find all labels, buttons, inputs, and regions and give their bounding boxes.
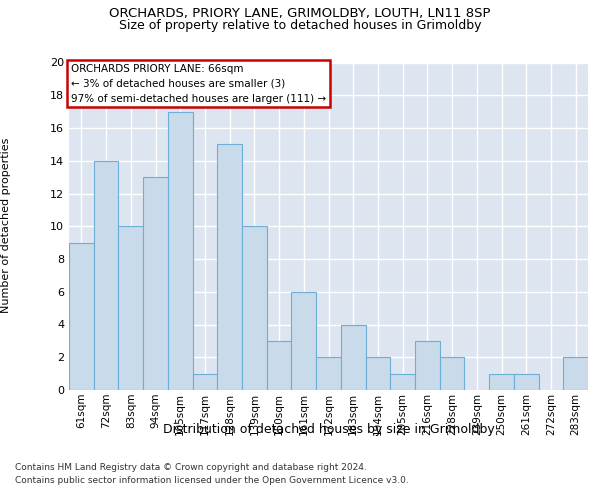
Bar bbox=[489, 374, 514, 390]
Bar bbox=[267, 341, 292, 390]
Text: Distribution of detached houses by size in Grimoldby: Distribution of detached houses by size … bbox=[163, 422, 494, 436]
Text: Contains public sector information licensed under the Open Government Licence v3: Contains public sector information licen… bbox=[15, 476, 409, 485]
Bar bbox=[143, 177, 168, 390]
Bar bbox=[415, 341, 440, 390]
Bar bbox=[193, 374, 217, 390]
Text: Contains HM Land Registry data © Crown copyright and database right 2024.: Contains HM Land Registry data © Crown c… bbox=[15, 462, 367, 471]
Bar bbox=[217, 144, 242, 390]
Text: Number of detached properties: Number of detached properties bbox=[1, 138, 11, 312]
Bar bbox=[69, 242, 94, 390]
Text: ORCHARDS, PRIORY LANE, GRIMOLDBY, LOUTH, LN11 8SP: ORCHARDS, PRIORY LANE, GRIMOLDBY, LOUTH,… bbox=[109, 8, 491, 20]
Bar bbox=[242, 226, 267, 390]
Text: Size of property relative to detached houses in Grimoldby: Size of property relative to detached ho… bbox=[119, 18, 481, 32]
Bar bbox=[94, 161, 118, 390]
Bar bbox=[118, 226, 143, 390]
Bar bbox=[168, 112, 193, 390]
Bar bbox=[440, 357, 464, 390]
Bar bbox=[365, 357, 390, 390]
Bar bbox=[316, 357, 341, 390]
Text: ORCHARDS PRIORY LANE: 66sqm
← 3% of detached houses are smaller (3)
97% of semi-: ORCHARDS PRIORY LANE: 66sqm ← 3% of deta… bbox=[71, 64, 326, 104]
Bar bbox=[390, 374, 415, 390]
Bar bbox=[341, 324, 365, 390]
Bar bbox=[514, 374, 539, 390]
Bar bbox=[292, 292, 316, 390]
Bar bbox=[563, 357, 588, 390]
